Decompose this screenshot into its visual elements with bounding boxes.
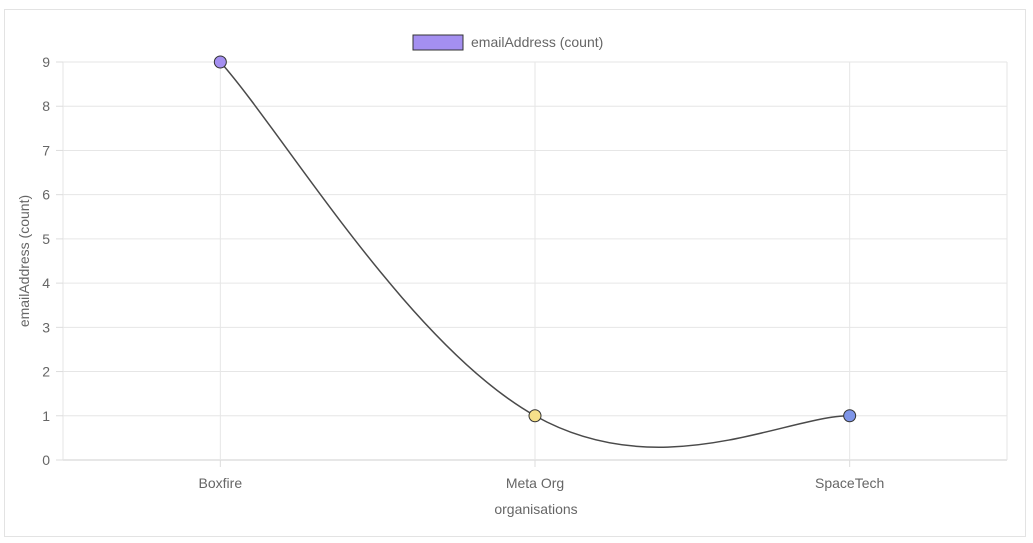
y-tick-label: 6 <box>42 187 50 203</box>
data-point[interactable] <box>843 409 857 423</box>
legend-label[interactable]: emailAddress (count) <box>471 34 603 50</box>
y-tick-label: 2 <box>42 364 50 380</box>
legend[interactable]: emailAddress (count) <box>412 34 603 51</box>
x-axis-title: organisations <box>494 501 577 517</box>
data-point[interactable] <box>213 55 227 69</box>
y-tick-label: 9 <box>42 54 50 70</box>
y-tick-label: 3 <box>42 319 50 335</box>
x-tick-label: Boxfire <box>199 475 243 491</box>
x-tick-label: SpaceTech <box>815 475 884 491</box>
y-tick-label: 1 <box>42 408 50 424</box>
axes <box>56 61 1008 467</box>
grid-lines <box>63 61 1007 461</box>
y-tick-label: 4 <box>42 275 50 291</box>
y-tick-label: 0 <box>42 452 50 468</box>
data-point[interactable] <box>528 409 542 423</box>
y-axis-title: emailAddress (count) <box>16 195 32 327</box>
y-tick-label: 7 <box>42 142 50 158</box>
legend-swatch[interactable] <box>412 34 464 51</box>
data-points[interactable] <box>213 55 857 423</box>
x-tick-label: Meta Org <box>506 475 564 491</box>
y-tick-label: 8 <box>42 98 50 114</box>
series-line <box>219 61 850 448</box>
y-tick-label: 5 <box>42 231 50 247</box>
tick-labels: 0 1 2 3 4 5 6 7 8 9 Boxfire Meta Org SpaceTech <box>42 54 884 491</box>
chart-container <box>4 9 1026 537</box>
